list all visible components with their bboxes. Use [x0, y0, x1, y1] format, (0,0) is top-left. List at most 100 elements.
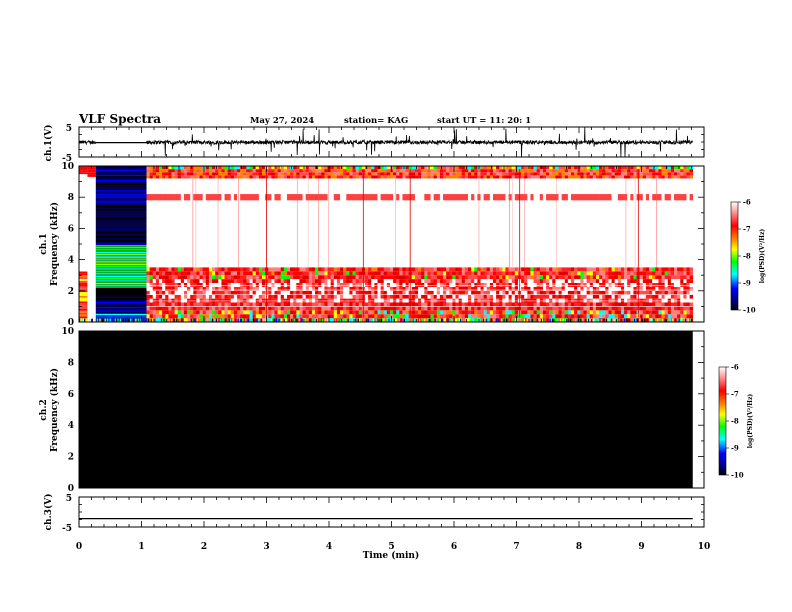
spectrogram-cell: [689, 298, 694, 303]
spectrogram-cell: [586, 302, 591, 307]
spectrogram-cell: [277, 294, 282, 299]
spectrogram-cell: [592, 166, 597, 170]
spectrogram-cell: [517, 166, 522, 170]
spectrogram-cell: [472, 318, 475, 322]
spectrogram-cell: [630, 271, 634, 276]
spectrogram-cell: [283, 294, 288, 299]
spectrogram-band: [95, 315, 147, 317]
spectrogram-cell: [405, 302, 409, 307]
spectrogram-cell: [230, 294, 235, 299]
spectrogram-cell: [380, 306, 385, 311]
spectrogram-cell: [215, 169, 219, 173]
spectrogram-cell: [212, 302, 216, 307]
spectrogram-cell: [486, 302, 491, 307]
spectrogram-cell: [205, 298, 210, 303]
spectrogram-cell: [218, 267, 222, 272]
spectrogram-cell: [592, 298, 597, 303]
spectrogram-cell: [433, 302, 438, 307]
spectrogram-cell: [589, 302, 594, 307]
spectrogram-cell: [502, 306, 506, 311]
spectrogram-cell: [227, 302, 232, 307]
spectrogram-cell: [492, 310, 497, 315]
spectrogram-band: [95, 203, 147, 206]
spectrogram-cell: [508, 175, 513, 179]
spectrogram-cell: [539, 286, 544, 291]
spectrogram-cell: [202, 279, 207, 283]
spectrogram-cell: [162, 194, 166, 201]
spectrogram-cell: [383, 298, 388, 303]
spectrogram-cell: [411, 172, 416, 176]
spectrogram-cell: [221, 267, 225, 272]
spectrogram-cell: [346, 306, 350, 311]
spectrogram-cell: [427, 169, 431, 173]
spectrogram-cell: [305, 302, 310, 307]
spectrogram-cell: [268, 271, 272, 276]
spectrogram-cell: [605, 294, 609, 299]
spectrogram-cell: [630, 166, 634, 170]
spectrogram-cell: [171, 286, 175, 291]
spectrogram-cell: [530, 298, 534, 303]
spectrogram-cell: [502, 290, 506, 295]
spectrogram-cell: [480, 286, 484, 291]
spectrogram-cell: [585, 318, 587, 322]
spectrogram-cell: [318, 166, 322, 170]
spectrogram-cell: [642, 314, 647, 319]
spectrogram-cell: [311, 279, 316, 283]
spectrogram-cell: [599, 169, 603, 173]
spectrogram-cell: [599, 279, 603, 283]
spectrogram-cell: [261, 310, 266, 315]
spectrogram-cell: [580, 290, 584, 295]
spectrogram-cell: [617, 302, 622, 307]
spectrogram-cell: [592, 306, 597, 311]
spectrogram-cell: [439, 267, 444, 272]
spectrogram-cell: [87, 176, 96, 180]
spectrogram-cell: [208, 318, 213, 322]
spectrogram-cell: [655, 267, 659, 272]
spectrogram-cell: [474, 172, 478, 176]
spectrogram-cell: [455, 194, 459, 201]
spectrogram-cell: [418, 271, 422, 276]
spectrogram-cell: [399, 306, 403, 311]
spectrogram-cell: [521, 271, 525, 276]
spectrogram-cell: [580, 175, 584, 179]
spectrogram-cell: [624, 169, 628, 173]
spectrogram-cell: [549, 306, 553, 311]
spectrogram-cell: [343, 298, 347, 303]
spectrogram-cell: [605, 275, 609, 280]
spectrogram-cell: [196, 290, 200, 295]
spectrogram-band: [95, 176, 147, 178]
spectrogram-cell: [639, 275, 644, 280]
spectrogram-cell: [315, 279, 319, 283]
spectrogram-cell: [411, 286, 416, 291]
spectrogram-cell: [87, 296, 96, 299]
spectrogram-cell: [318, 314, 322, 319]
spectrogram-cell: [358, 175, 363, 179]
spectrogram-cell: [583, 310, 587, 315]
spectrogram-cell: [552, 310, 556, 315]
spectrogram-cell: [260, 318, 262, 322]
spectrogram-cell: [567, 194, 572, 201]
spectrogram-cell: [599, 314, 603, 319]
spectrogram-cell: [268, 279, 272, 283]
spectrogram-cell: [308, 286, 313, 291]
spectrogram-cell: [483, 267, 488, 272]
spectrogram-cell: [661, 310, 665, 315]
spectrogram-cell: [233, 310, 238, 315]
spectrogram-cell: [308, 302, 313, 307]
spectrogram-cell: [608, 310, 612, 315]
spectrogram-cell: [655, 275, 659, 280]
spectrogram-cell: [393, 318, 395, 322]
spectrogram-cell: [667, 267, 672, 272]
spectrogram-band: [95, 306, 147, 309]
spectrogram-band: [95, 212, 147, 214]
spectrogram-cell: [433, 172, 438, 176]
spectrogram-cell: [79, 168, 88, 171]
spectrogram-cell: [386, 169, 391, 173]
spectrogram-cell: [230, 166, 235, 170]
spectrogram-cell: [249, 290, 253, 295]
spectrogram-cell: [202, 194, 207, 201]
spectrogram-cell: [471, 286, 475, 291]
spectrogram-cell: [477, 298, 481, 303]
spectrogram-cell: [333, 275, 338, 280]
spectrogram-cell: [177, 302, 182, 307]
